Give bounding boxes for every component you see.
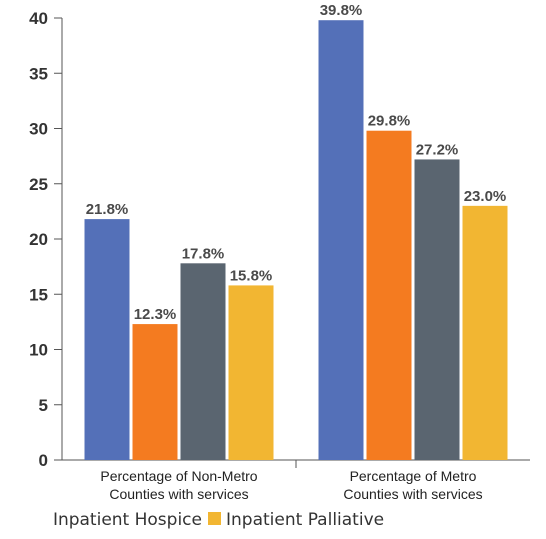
legend: Inpatient Hospice Inpatient Palliative bbox=[53, 510, 384, 530]
data-label: 15.8% bbox=[230, 267, 273, 284]
y-tick-label: 25 bbox=[29, 175, 48, 194]
category-label: Percentage of Metro bbox=[350, 468, 477, 484]
data-label: 39.8% bbox=[320, 2, 363, 19]
axes bbox=[61, 18, 530, 468]
y-tick-label: 20 bbox=[29, 230, 48, 249]
legend-swatch bbox=[208, 512, 221, 525]
data-label: 12.3% bbox=[134, 306, 177, 323]
y-tick-label: 5 bbox=[39, 396, 48, 415]
data-label: 29.8% bbox=[368, 113, 411, 130]
y-tick-label: 30 bbox=[29, 120, 48, 139]
bar bbox=[462, 205, 508, 460]
data-label: 27.2% bbox=[416, 141, 459, 158]
bar bbox=[132, 324, 178, 460]
y-axis-ticks: 0 5 10 15 20 25 30 35 40 bbox=[29, 9, 62, 470]
data-labels: 21.8% 12.3% 17.8% 15.8% 39.8% 29.8% 27.2% 23.0% bbox=[86, 2, 507, 323]
bar bbox=[84, 219, 130, 460]
bar bbox=[318, 20, 364, 461]
category-label: Counties with services bbox=[109, 486, 248, 502]
bar bbox=[228, 285, 274, 460]
bars bbox=[84, 20, 508, 461]
y-tick-label: 10 bbox=[29, 341, 48, 360]
data-label: 23.0% bbox=[464, 188, 507, 205]
bar bbox=[366, 130, 412, 460]
category-labels: Percentage of Non-Metro Counties with ser… bbox=[100, 468, 482, 502]
y-tick-label: 15 bbox=[29, 285, 48, 304]
data-label: 21.8% bbox=[86, 201, 129, 218]
y-tick-label: 40 bbox=[29, 9, 48, 28]
y-tick-label: 0 bbox=[39, 451, 48, 470]
category-label: Percentage of Non-Metro bbox=[100, 468, 257, 484]
bar bbox=[414, 159, 460, 460]
data-label: 17.8% bbox=[182, 245, 225, 262]
y-tick-label: 35 bbox=[29, 64, 48, 83]
legend-label: Inpatient Hospice bbox=[53, 510, 202, 530]
category-label: Counties with services bbox=[343, 486, 482, 502]
bar bbox=[180, 263, 226, 460]
legend-label: Inpatient Palliative bbox=[226, 510, 384, 530]
